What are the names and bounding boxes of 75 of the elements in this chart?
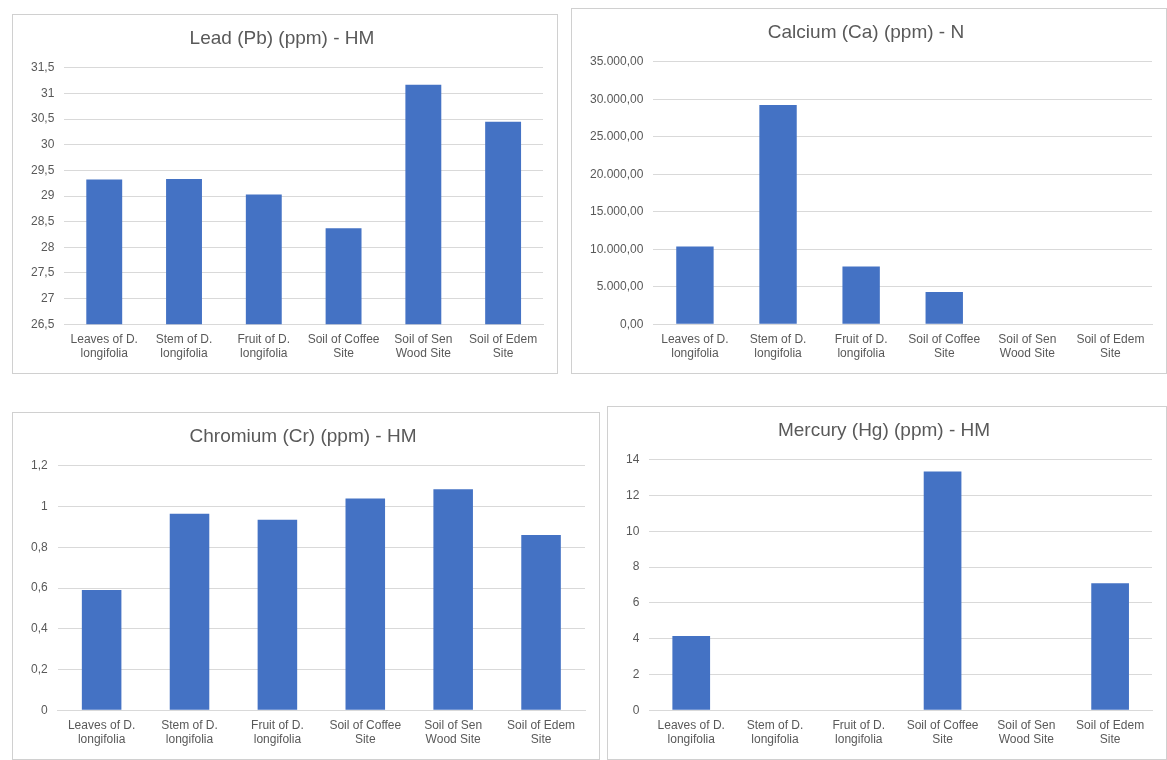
y-tick-label: 2: [632, 666, 640, 681]
y-tick-label: 30: [41, 137, 55, 152]
x-tick-label: Soil of Sen Wood Site: [424, 717, 483, 747]
x-tick-label: Stem of D. longifolia: [749, 331, 807, 361]
x-tick-label: Fruit of D. longifolia: [834, 331, 888, 361]
y-tick-label: 0: [632, 702, 640, 717]
x-tick-label: Soil of Edem Site: [507, 717, 576, 747]
x-tick-label: Soil of Coffee Site: [307, 331, 380, 361]
y-tick-label: 27,5: [31, 265, 55, 280]
y-tick-label: 35.000,00: [589, 54, 644, 69]
bar: [842, 266, 880, 324]
bar: [433, 489, 473, 710]
x-tick-label: Leaves of D. longifolia: [70, 331, 138, 361]
bar: [925, 291, 963, 324]
y-tick-label: 27: [41, 290, 55, 305]
y-tick-label: 20.000,00: [589, 166, 644, 181]
chart-title: Calcium (Ca) (ppm) - N: [767, 20, 965, 42]
y-tick-label: 25.000,00: [589, 129, 644, 144]
y-tick-label: 14: [625, 452, 640, 467]
y-tick-label: 28,5: [31, 213, 55, 228]
x-tick-label: Soil of Sen Wood Site: [997, 717, 1056, 747]
bar: [676, 246, 714, 324]
bar: [759, 104, 797, 324]
y-tick-label: 4: [632, 630, 640, 645]
x-tick-label: Soil of Sen Wood Site: [394, 331, 453, 361]
bar: [81, 590, 122, 710]
x-tick-label: Soil of Coffee Site: [329, 717, 402, 747]
y-tick-label: 31: [41, 85, 55, 100]
bar: [672, 635, 711, 710]
x-tick-label: Fruit of D. longifolia: [237, 331, 291, 361]
x-tick-label: Fruit of D. longifolia: [251, 717, 304, 747]
y-tick-label: 0,6: [30, 580, 48, 595]
y-tick-label: 0,00: [620, 316, 644, 331]
y-tick-label: 30.000,00: [589, 91, 644, 106]
bar: [169, 513, 210, 710]
bar: [257, 519, 298, 710]
y-tick-label: 15.000,00: [589, 204, 644, 219]
y-tick-label: 0,2: [30, 661, 48, 676]
chart-title: Mercury (Hg) (ppm) - HM: [777, 418, 991, 440]
x-tick-label: Fruit of D. longifolia: [832, 717, 886, 747]
y-tick-label: 1,2: [30, 458, 48, 473]
bar: [923, 471, 962, 710]
x-tick-label: Leaves of D. longifolia: [657, 717, 725, 747]
x-tick-label: Leaves of D. longifolia: [661, 331, 729, 361]
x-tick-label: Soil of Edem Site: [1076, 717, 1145, 747]
y-tick-label: 31,5: [31, 60, 55, 75]
y-tick-label: 29: [41, 188, 55, 203]
y-tick-label: 12: [625, 487, 640, 502]
y-tick-label: 5.000,00: [596, 279, 644, 294]
x-tick-label: Soil of Edem Site: [1076, 331, 1145, 361]
y-tick-label: 1: [40, 498, 48, 513]
y-tick-label: 10.000,00: [589, 241, 644, 256]
y-tick-label: 29,5: [31, 162, 55, 177]
bar: [521, 535, 561, 710]
y-tick-label: 26,5: [31, 316, 55, 331]
bar: [1091, 583, 1129, 710]
y-tick-label: 10: [625, 523, 640, 538]
x-tick-label: Stem of D. longifolia: [155, 331, 213, 361]
y-tick-label: 6: [632, 595, 640, 610]
y-tick-label: 0,8: [30, 539, 48, 554]
chart-title: Lead (Pb) (ppm) - HM: [189, 26, 375, 48]
y-tick-label: 0: [40, 702, 48, 717]
y-tick-label: 30,5: [31, 111, 55, 126]
y-tick-label: 28: [41, 239, 55, 254]
y-tick-label: 8: [632, 559, 640, 574]
x-tick-label: Soil of Edem Site: [469, 331, 538, 361]
bar: [345, 498, 386, 710]
x-tick-label: Stem of D. longifolia: [746, 717, 804, 747]
y-tick-label: 0,4: [30, 621, 48, 636]
x-tick-label: Stem of D. longifolia: [161, 717, 218, 747]
chart-title: Chromium (Cr) (ppm) - HM: [189, 424, 417, 446]
x-tick-label: Soil of Coffee Site: [906, 717, 979, 747]
x-tick-label: Leaves of D. longifolia: [67, 717, 136, 747]
x-tick-label: Soil of Coffee Site: [908, 331, 981, 361]
x-tick-label: Soil of Sen Wood Site: [998, 331, 1057, 361]
